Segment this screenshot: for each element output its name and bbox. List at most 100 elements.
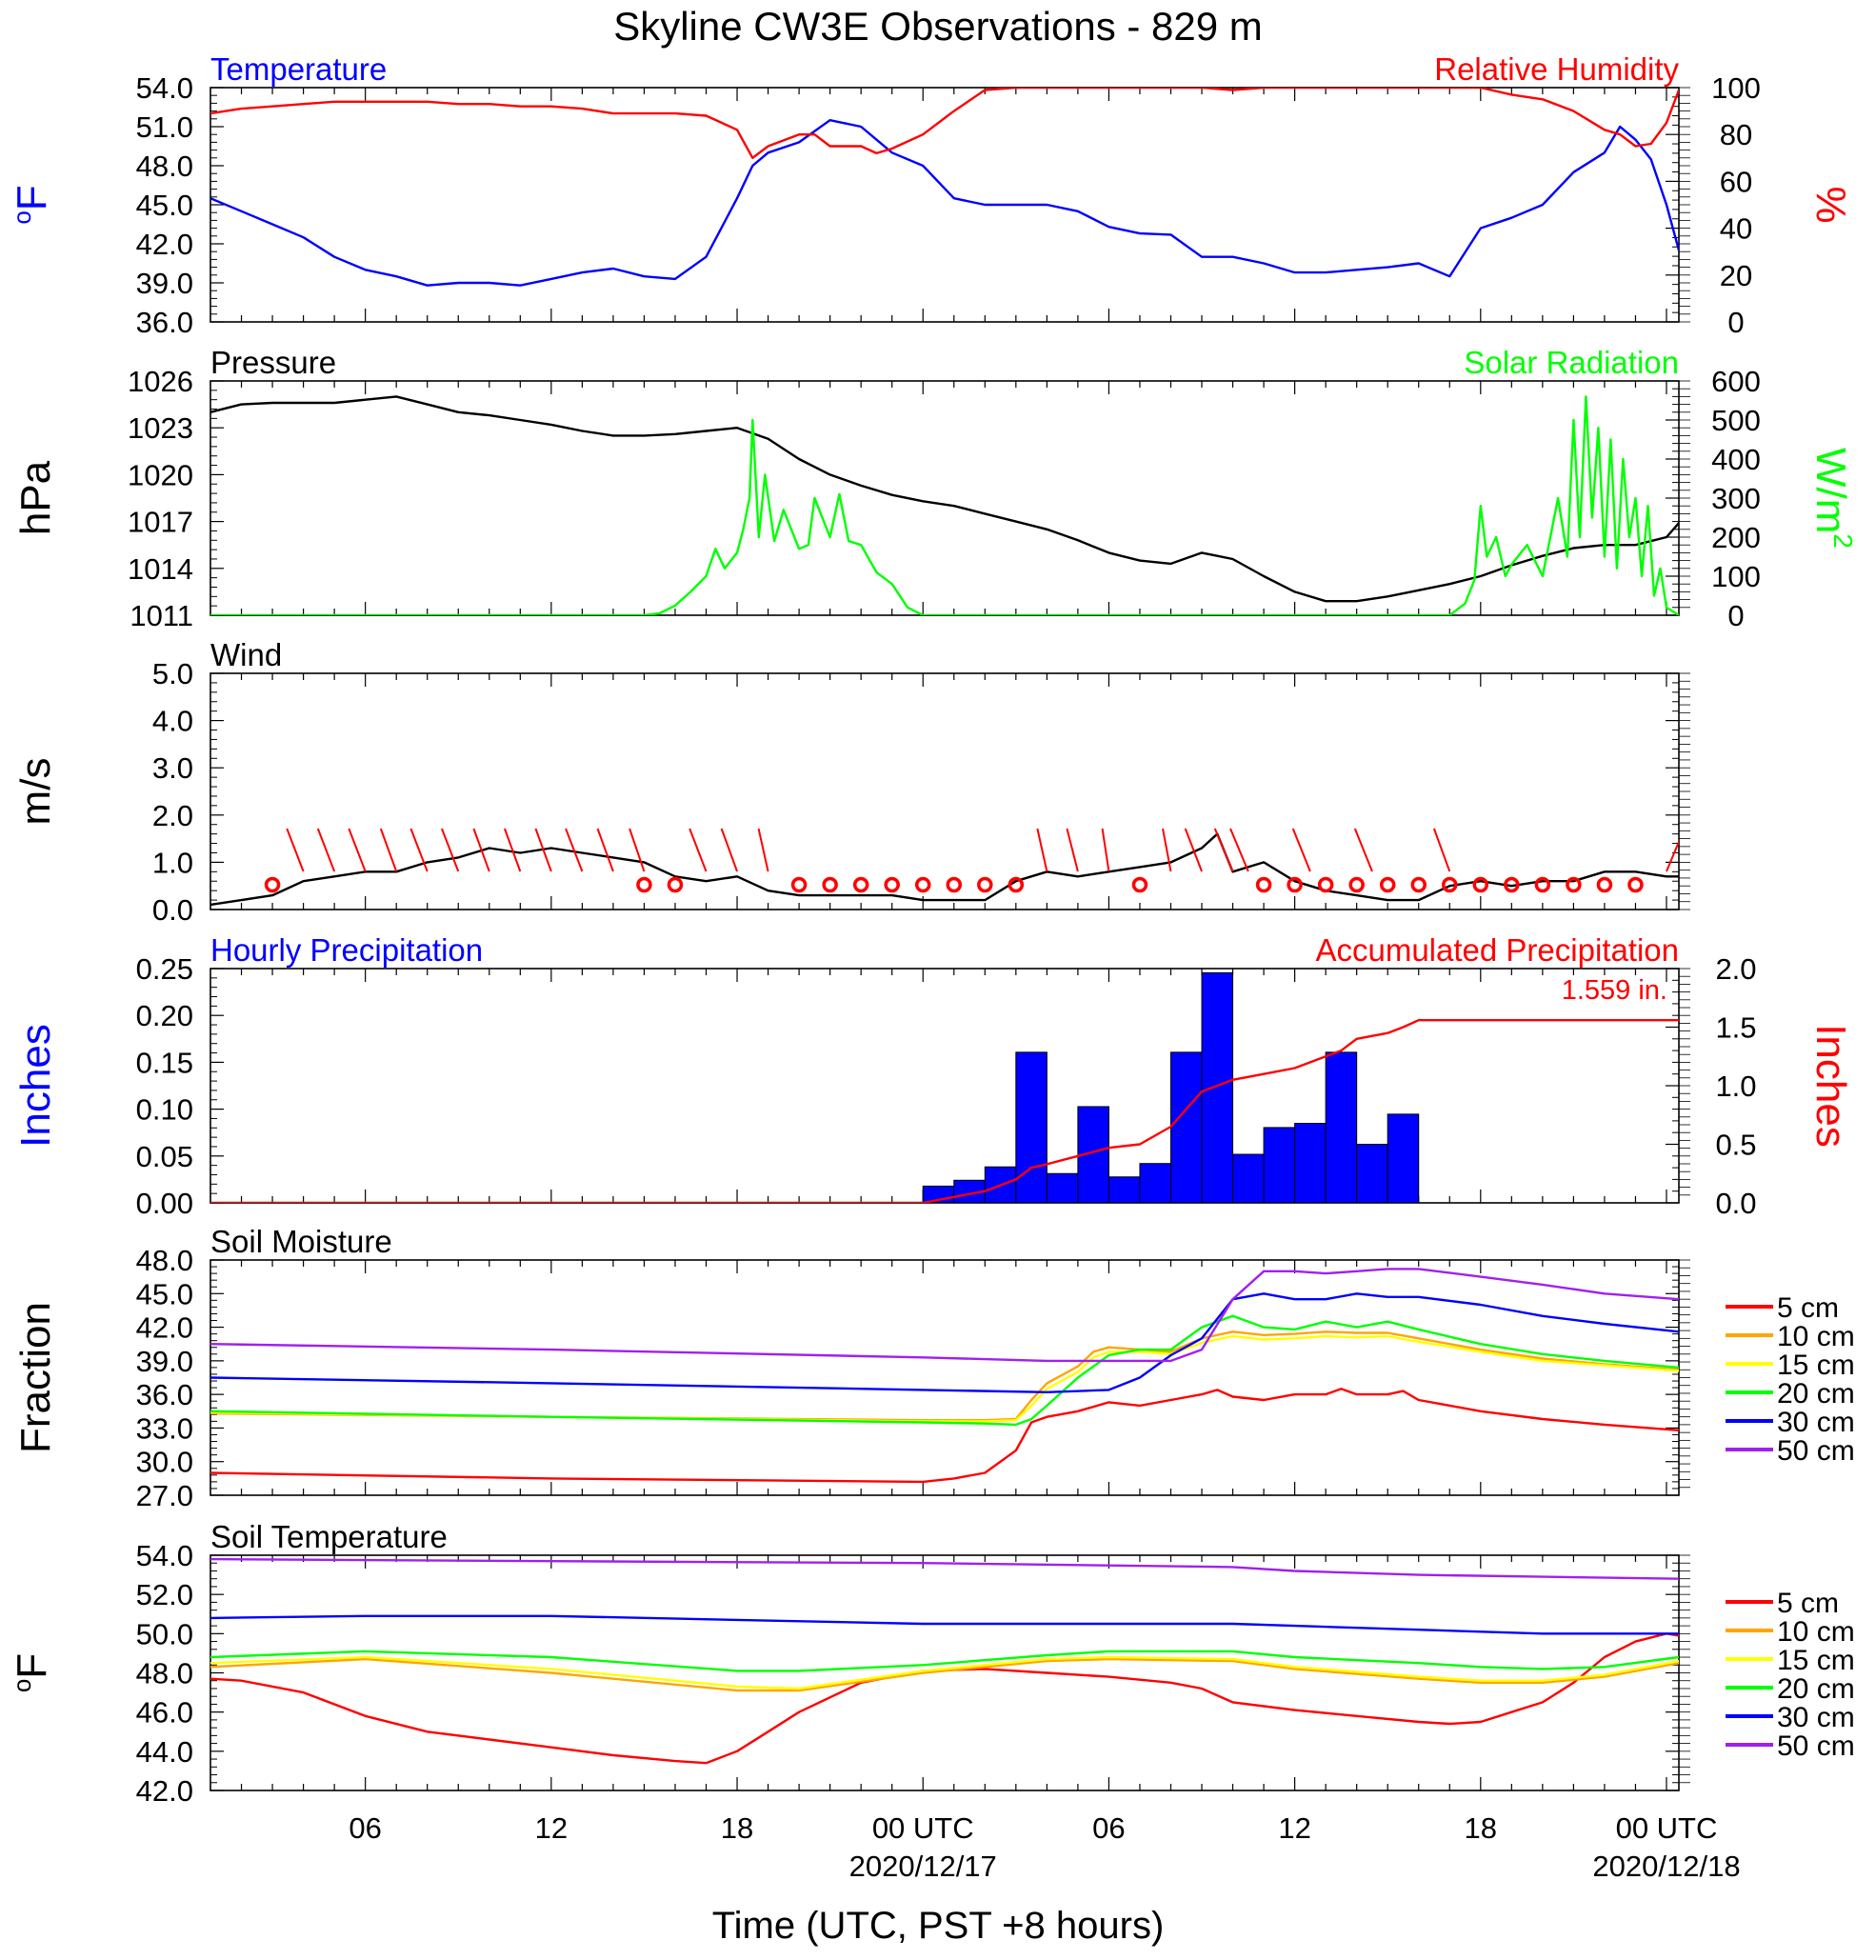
wind-barb	[565, 828, 584, 872]
wind-barb	[1291, 828, 1311, 872]
y-tick-label-right: 100	[1711, 560, 1761, 593]
y-tick-label-left: 4.0	[152, 705, 193, 738]
precip-bar	[1325, 1051, 1358, 1203]
legend-label: 20 cm	[1777, 1378, 1855, 1410]
y-tick-label-left: 42.0	[136, 228, 193, 261]
y-axis-label-right: %	[1807, 186, 1854, 223]
calm-wind-circle	[1410, 876, 1427, 893]
calm-wind-circle	[946, 876, 963, 893]
y-tick-label-left: 51.0	[136, 110, 193, 144]
y-tick-label-right: 1.0	[1715, 1070, 1756, 1103]
calm-wind-circle	[264, 876, 281, 893]
panel-left-title: Pressure	[210, 345, 336, 380]
y-tick-label-left: 48.0	[136, 150, 193, 183]
panel-left-title: Soil Temperature	[210, 1519, 448, 1554]
y-tick-label-right: 400	[1711, 443, 1761, 476]
series-line	[210, 1388, 1679, 1484]
y-tick-label-right: 500	[1711, 404, 1761, 437]
calm-wind-circle	[790, 876, 808, 893]
calm-wind-circle	[1131, 876, 1148, 893]
precip-bar	[1263, 1127, 1296, 1203]
wind-barb	[1184, 828, 1203, 872]
calm-wind-circle	[667, 876, 684, 893]
y-tick-label-left: 52.0	[136, 1578, 193, 1611]
calm-wind-circle	[1255, 876, 1272, 893]
calm-wind-circle	[884, 876, 900, 893]
calm-wind-circle	[1008, 876, 1025, 893]
y-tick-label-right: 60	[1720, 165, 1752, 198]
panel-left-title: Soil Moisture	[210, 1224, 392, 1259]
y-tick-label-left: 0.05	[136, 1140, 193, 1173]
y-tick-label-left: 1026	[128, 365, 193, 398]
calm-wind-circle	[977, 876, 993, 893]
legend-label: 20 cm	[1777, 1673, 1855, 1705]
y-tick-label-left: 1017	[128, 506, 193, 539]
plot-area	[210, 1557, 1679, 1765]
calm-wind-circle	[852, 876, 869, 893]
panel-left-title: Hourly Precipitation	[210, 932, 483, 968]
x-tick-label: 00 UTC	[872, 1811, 974, 1845]
legend-label: 50 cm	[1777, 1435, 1855, 1467]
series-line	[210, 88, 1679, 160]
x-tick-label: 18	[721, 1811, 753, 1845]
y-tick-label-left: 33.0	[136, 1411, 193, 1445]
y-tick-label-left: 36.0	[136, 1378, 193, 1411]
legend-label: 50 cm	[1777, 1730, 1855, 1762]
precip-bar	[1046, 1172, 1079, 1203]
y-tick-label-left: 42.0	[136, 1774, 193, 1808]
y-tick-label-left: 1023	[128, 411, 193, 445]
precip-total-label: 1.559 in.	[1562, 975, 1667, 1006]
wind-barb	[440, 828, 460, 872]
wind-barb	[720, 828, 738, 872]
legend-label: 30 cm	[1777, 1407, 1855, 1438]
y-tick-label-right: 2.0	[1715, 952, 1756, 986]
calm-wind-circle	[1317, 876, 1334, 893]
x-tick-label: 00 UTC	[1616, 1811, 1718, 1845]
wind-barb	[1213, 828, 1234, 872]
x-tick-date-label: 2020/12/18	[1592, 1850, 1740, 1883]
wind-barb	[596, 828, 614, 872]
wind-barb	[503, 828, 522, 872]
wind-barb	[534, 828, 552, 872]
y-tick-label-right: 100	[1711, 71, 1761, 105]
calm-wind-circle	[1534, 876, 1551, 893]
y-tick-label-right: 300	[1711, 482, 1761, 515]
x-tick-label: 18	[1465, 1811, 1497, 1845]
wind-barb	[286, 828, 305, 872]
plot-area	[210, 828, 1679, 907]
precip-bar	[1232, 1153, 1265, 1203]
legend-label: 10 cm	[1777, 1321, 1855, 1352]
panel-frame	[210, 968, 1680, 1204]
series-line	[210, 1655, 1679, 1690]
panel-frame	[210, 1259, 1680, 1496]
wind-barb	[316, 828, 336, 872]
y-tick-label-right: 0.0	[1715, 1187, 1756, 1220]
panel-right-title: Accumulated Precipitation	[1315, 932, 1679, 968]
y-axis-label-right: W/m2	[1807, 448, 1858, 549]
y-tick-label-left: 1020	[128, 458, 193, 491]
y-tick-label-left: 44.0	[136, 1735, 193, 1769]
legend-label: 5 cm	[1777, 1292, 1839, 1324]
legend-label: 15 cm	[1777, 1350, 1855, 1381]
legend-label: 10 cm	[1777, 1616, 1855, 1648]
series-line	[210, 1632, 1679, 1765]
legend-label: 30 cm	[1777, 1702, 1855, 1733]
y-tick-label-left: 48.0	[136, 1244, 193, 1277]
y-tick-label-right: 0	[1727, 306, 1744, 339]
calm-wind-circle	[914, 876, 931, 893]
y-tick-label-left: 48.0	[136, 1657, 193, 1690]
plot-area	[210, 971, 1679, 1203]
wind-barb	[379, 828, 398, 872]
panel-right-title: Solar Radiation	[1464, 345, 1679, 380]
x-tick-date-label: 2020/12/17	[849, 1850, 997, 1883]
series-line	[210, 395, 1679, 603]
panel-soil-temperature: 42.0 44.0 46.0 48.0 50.0 52.0 54.0 Soil Tempera…	[8, 1519, 1855, 1808]
y-axis-label-left: Inches	[12, 1024, 59, 1148]
y-tick-label-left: 0.15	[136, 1046, 193, 1079]
y-tick-label-left: 0.00	[136, 1187, 193, 1220]
y-axis-label-left: m/s	[12, 758, 59, 826]
wind-barb	[1101, 828, 1110, 872]
y-tick-label-left: 0.0	[152, 893, 193, 927]
panel-soil-moisture: 27.030.033.036.039.042.045.048.0 Soil Moi…	[12, 1224, 1855, 1512]
